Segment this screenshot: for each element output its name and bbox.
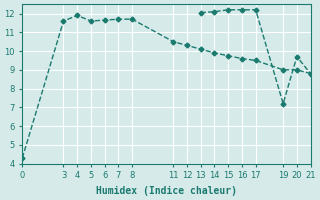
X-axis label: Humidex (Indice chaleur): Humidex (Indice chaleur) xyxy=(96,186,237,196)
